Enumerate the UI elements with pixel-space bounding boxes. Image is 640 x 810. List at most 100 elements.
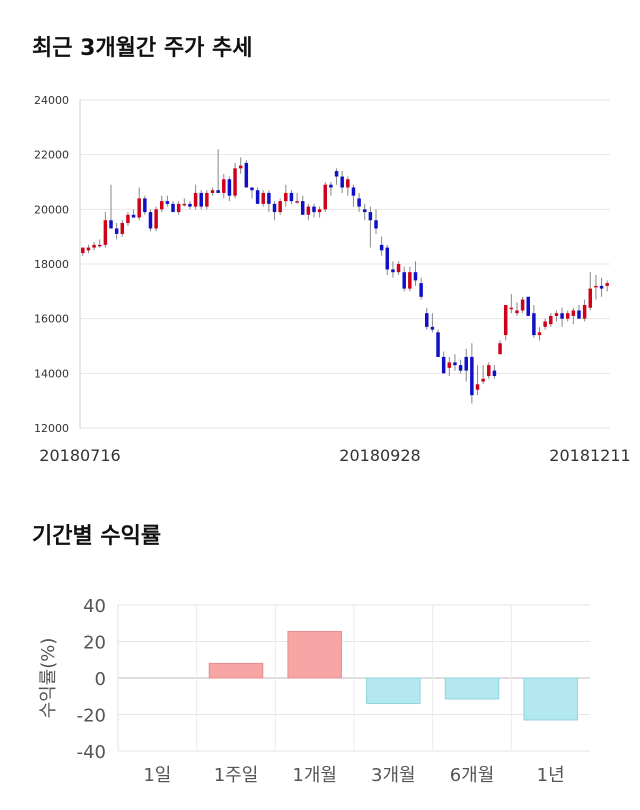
candle [312, 203, 316, 218]
candle-body [470, 356, 474, 396]
candle [81, 247, 85, 256]
returns-y-axis-label: 수익률(%) [38, 638, 59, 719]
candle-body [402, 272, 406, 289]
candle-body [171, 203, 175, 213]
candle [334, 168, 339, 185]
returns-x-tick-label: 1주일 [214, 765, 259, 786]
candle-body [323, 184, 328, 210]
returns-y-axis: 40 20 0 -20 -40 [77, 596, 106, 763]
candle [537, 326, 542, 341]
candle [227, 176, 232, 202]
candle [323, 182, 328, 213]
candle-body [165, 201, 170, 204]
candle-body [176, 203, 181, 213]
candle-body [351, 187, 356, 196]
returns-x-tick-label: 1개월 [292, 765, 337, 786]
candle [509, 294, 514, 314]
price-y-tick-label: 16000 [34, 313, 69, 326]
candle-body [588, 288, 593, 308]
candle [300, 195, 305, 215]
candle-body [391, 269, 395, 273]
candle-body [267, 192, 271, 204]
candle-body [92, 244, 96, 248]
candle-body [222, 179, 226, 193]
candle [165, 195, 170, 207]
candle-body [605, 283, 609, 286]
candle-body [244, 162, 249, 188]
candle [520, 296, 525, 314]
candle-body [357, 198, 361, 207]
candle-body [560, 313, 564, 319]
candle-body [419, 283, 423, 297]
returns-x-tick-label: 1년 [537, 765, 565, 786]
candle-body [464, 356, 468, 371]
candle-body [571, 310, 576, 316]
candle [233, 162, 237, 199]
candle [582, 299, 587, 322]
candle-body [312, 206, 316, 213]
candle [532, 305, 536, 338]
candle [470, 343, 474, 404]
candle-body [227, 179, 232, 196]
candle [238, 157, 243, 174]
candle-body [289, 192, 294, 202]
candlestick-chart: 24000 22000 20000 18000 16000 14000 12000 2018… [34, 94, 631, 465]
candle [199, 190, 203, 210]
candle [515, 302, 519, 316]
candle [560, 307, 564, 327]
candle-body [374, 220, 378, 229]
candle [171, 201, 175, 213]
candle-body [329, 184, 333, 188]
candle-body [233, 168, 237, 196]
candle-body [599, 285, 604, 289]
candle [526, 296, 530, 316]
candle-body [594, 285, 598, 288]
candle-body [317, 209, 322, 213]
candle-body [143, 198, 147, 213]
candle-body [182, 203, 187, 206]
returns-bar [444, 677, 500, 700]
candle-body [272, 203, 277, 213]
candle-body [532, 313, 536, 336]
candle-body [81, 247, 85, 254]
candle [272, 201, 277, 221]
candle-body [199, 192, 203, 207]
candle [425, 307, 429, 330]
candle [210, 187, 215, 196]
candle-body [408, 272, 412, 289]
returns-bar [366, 677, 421, 705]
candle [103, 212, 108, 248]
candle-body [295, 201, 299, 203]
price-x-tick-label: 20180716 [39, 446, 120, 465]
candle [487, 362, 491, 379]
candle [464, 348, 468, 382]
price-y-tick-label: 24000 [34, 94, 69, 107]
candle-body [205, 192, 209, 207]
returns-bar [208, 662, 264, 679]
candle-body [549, 315, 553, 325]
candle [588, 272, 593, 311]
price-y-tick-label: 12000 [34, 422, 69, 435]
candle [261, 190, 265, 207]
candle-body [554, 313, 559, 316]
candle-body [503, 305, 508, 336]
candle-body [458, 365, 463, 371]
candle [368, 206, 373, 248]
returns-grid [117, 604, 590, 752]
candle [255, 187, 260, 204]
candle [357, 192, 361, 213]
candle-body [346, 179, 350, 188]
candle [205, 190, 209, 210]
candle [492, 365, 497, 379]
candle-body [103, 220, 108, 245]
chart-title-price-trend: 최근 3개월간 주가 추세 [32, 36, 253, 61]
candle-body [131, 214, 136, 218]
candle [188, 201, 192, 210]
candle [453, 354, 457, 371]
candle [565, 310, 570, 322]
candle-body [126, 214, 130, 223]
candle-body [120, 223, 125, 234]
candle [160, 195, 164, 213]
candle-body [340, 176, 344, 188]
candle [278, 198, 282, 215]
